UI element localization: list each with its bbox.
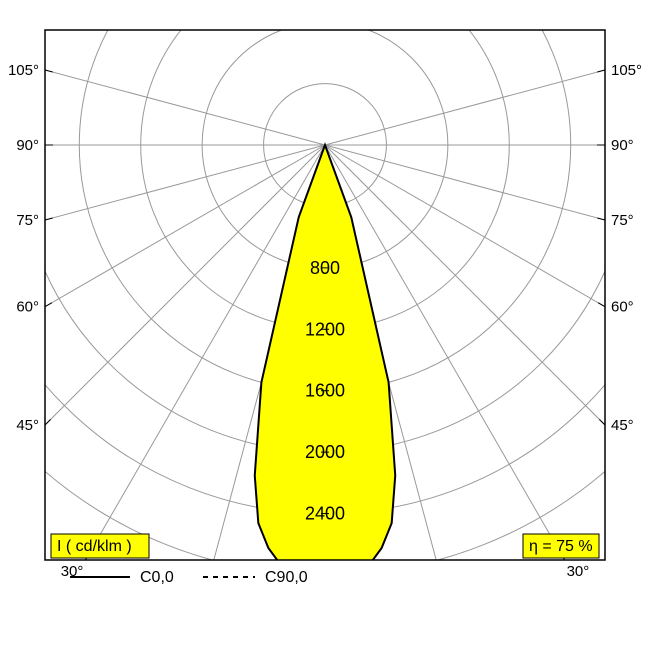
angle-label: 75°: [16, 212, 39, 229]
angle-label: 75°: [611, 212, 634, 229]
angle-label: 30°: [567, 563, 590, 580]
angle-label: 105°: [611, 62, 642, 79]
angle-label: 90°: [16, 137, 39, 154]
legend-c0-label: C0,0: [140, 569, 174, 586]
polar-chart-svg: 8001200160020002400105°105°90°90°75°75°6…: [0, 0, 650, 650]
angle-label: 60°: [611, 299, 634, 316]
legend-c90-label: C90,0: [265, 569, 308, 586]
angle-label: 105°: [8, 62, 39, 79]
legend-left-text: I ( cd/klm ): [57, 538, 132, 555]
angle-label: 45°: [611, 417, 634, 434]
polar-chart-container: 8001200160020002400105°105°90°90°75°75°6…: [0, 0, 650, 650]
angle-label: 90°: [611, 137, 634, 154]
legend-right-text: η = 75 %: [529, 538, 593, 555]
angle-label: 60°: [16, 299, 39, 316]
angle-label: 45°: [16, 417, 39, 434]
